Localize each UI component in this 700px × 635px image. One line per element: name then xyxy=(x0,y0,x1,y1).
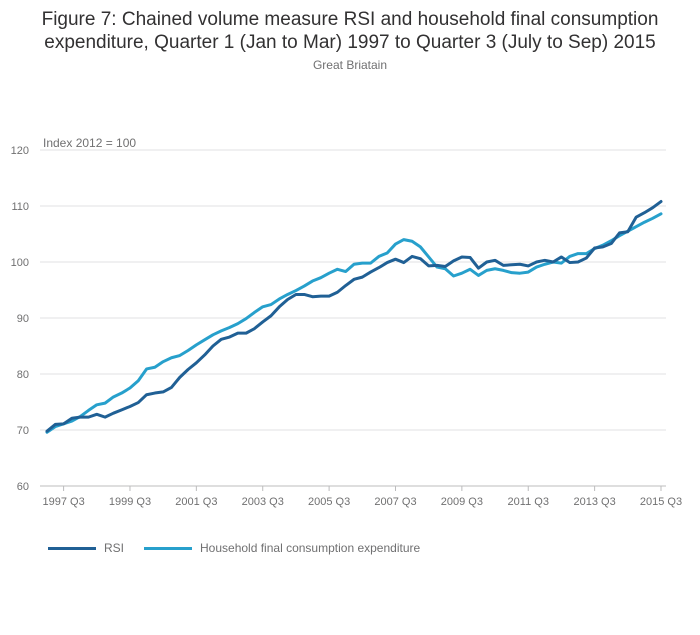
x-tick-label: 2013 Q3 xyxy=(574,496,616,508)
legend-swatch-hfce xyxy=(144,546,193,550)
legend-swatch-rsi xyxy=(48,546,96,550)
legend-item-rsi: RSI xyxy=(48,541,124,555)
x-tick-label: 1997 Q3 xyxy=(42,496,84,508)
y-tick-label: 80 xyxy=(17,369,29,381)
y-tick-label: 90 xyxy=(17,313,29,325)
y-tick-label: 70 xyxy=(17,425,29,437)
x-tick-label: 2001 Q3 xyxy=(175,496,217,508)
y-axis-label: Index 2012 = 100 xyxy=(43,136,137,150)
y-tick-label: 100 xyxy=(11,257,29,269)
x-tick-label: 2005 Q3 xyxy=(308,496,350,508)
y-tick-label: 110 xyxy=(11,201,29,213)
legend-label-hfce: Household final consumption expenditure xyxy=(200,541,421,555)
x-tick-label: 2007 Q3 xyxy=(374,496,416,508)
legend-label-rsi: RSI xyxy=(104,541,125,555)
series-line-rsi xyxy=(45,200,663,433)
chart-subtitle: Great Briatain xyxy=(312,58,388,72)
series-lines xyxy=(45,200,663,434)
x-tick-label: 2015 Q3 xyxy=(640,496,682,508)
x-tick-label: 2009 Q3 xyxy=(441,496,483,508)
gridlines xyxy=(40,149,666,487)
series-line-hfce xyxy=(45,212,663,434)
legend: RSI Household final consumption expendit… xyxy=(48,541,440,555)
y-tick-label: 120 xyxy=(11,145,29,157)
y-tick-labels: 60 70 80 90 100 110 120 xyxy=(11,145,29,493)
legend-item-hfce: Household final consumption expenditure xyxy=(144,541,420,555)
x-tick-label: 2011 Q3 xyxy=(508,496,549,508)
x-tick-labels: 1997 Q3 1999 Q3 2001 Q3 2003 Q3 2005 Q3 2007 … xyxy=(42,486,682,508)
x-tick-label: 2003 Q3 xyxy=(242,496,284,508)
x-tick-label: 1999 Q3 xyxy=(109,496,151,508)
y-tick-label: 60 xyxy=(17,481,29,493)
chart-title: Figure 7: Chained volume measure RSI and… xyxy=(41,9,659,53)
